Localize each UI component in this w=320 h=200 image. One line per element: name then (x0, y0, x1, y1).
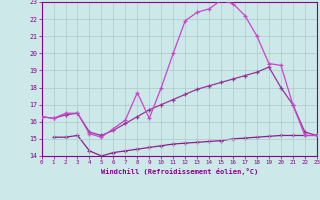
X-axis label: Windchill (Refroidissement éolien,°C): Windchill (Refroidissement éolien,°C) (100, 168, 258, 175)
